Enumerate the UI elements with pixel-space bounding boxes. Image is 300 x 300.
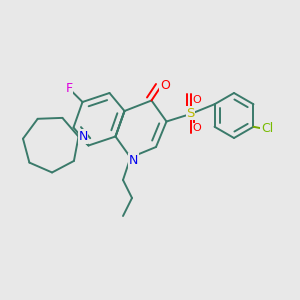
Text: N: N <box>78 130 88 143</box>
Text: O: O <box>160 79 170 92</box>
Text: S: S <box>186 106 195 120</box>
Text: F: F <box>65 82 73 95</box>
Text: N: N <box>129 154 138 167</box>
Text: Cl: Cl <box>261 122 273 135</box>
Text: O: O <box>193 95 202 105</box>
Text: O: O <box>193 123 202 133</box>
